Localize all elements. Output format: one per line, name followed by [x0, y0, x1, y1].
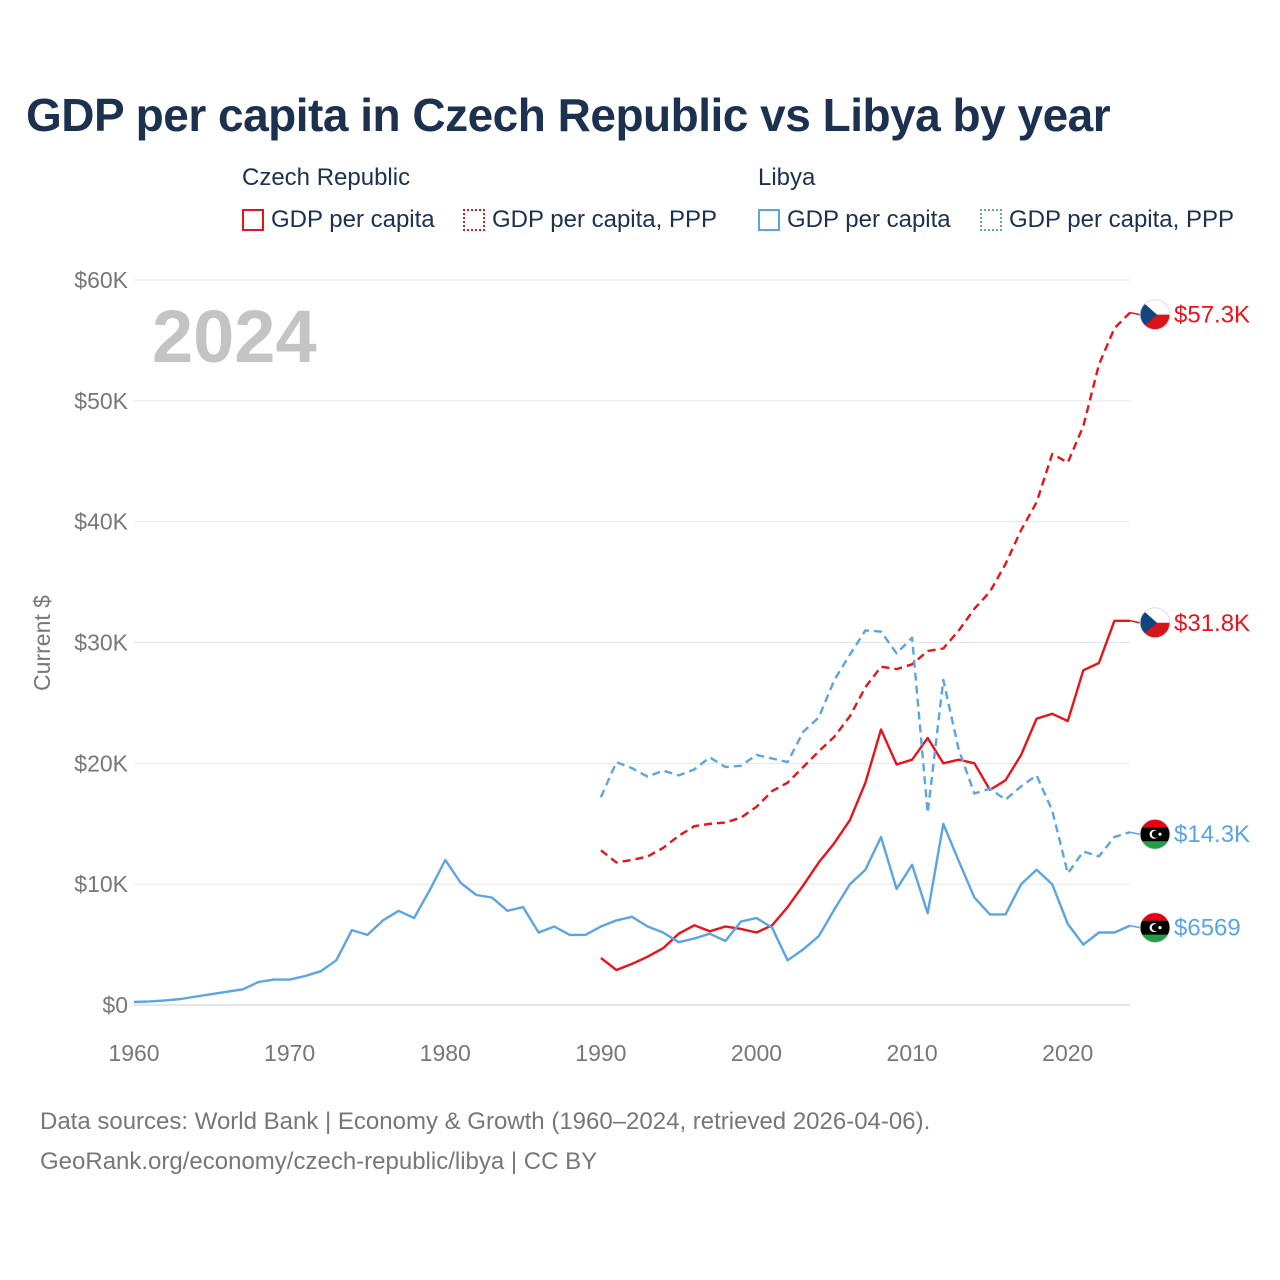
end-connector	[1129, 311, 1141, 316]
series-line-czech-gdp	[600, 619, 1130, 972]
year-label: 2024	[152, 295, 317, 378]
x-tick-label: 1980	[420, 1040, 471, 1066]
series-line-libya-gdp	[133, 822, 1131, 1004]
footer-sources: Data sources: World Bank | Economy & Gro…	[40, 1108, 931, 1135]
end-value-label: $6569	[1174, 915, 1241, 942]
legend-swatch-czech-gdp	[242, 209, 264, 231]
x-tick-label: 1970	[264, 1040, 315, 1066]
y-tick-label: $20K	[74, 750, 128, 776]
legend-label: GDP per capita, PPP	[1009, 206, 1234, 233]
footer-attribution: GeoRank.org/economy/czech-republic/libya…	[40, 1148, 598, 1175]
y-tick-label: $60K	[74, 267, 128, 293]
legend-label: GDP per capita	[271, 206, 435, 233]
legend-swatch-libya-gdp-ppp	[980, 209, 1002, 231]
libya-flag-icon	[1139, 818, 1171, 850]
legend-item-libya-gdp-ppp[interactable]: GDP per capita, PPP	[980, 205, 1234, 235]
legend-group-czech: Czech Republic	[242, 164, 411, 191]
y-axis-title: Current $	[29, 595, 55, 691]
y-tick-label: $40K	[74, 509, 128, 535]
end-connector	[1129, 831, 1141, 835]
chart-title: GDP per capita in Czech Republic vs Liby…	[26, 89, 1111, 141]
czech-flag-icon	[1139, 299, 1171, 331]
y-tick-label: $30K	[74, 630, 128, 656]
libya-flag-icon	[1139, 912, 1171, 944]
legend-swatch-czech-gdp-ppp	[463, 209, 485, 231]
x-tick-label: 1960	[108, 1040, 159, 1066]
end-value-label: $57.3K	[1174, 302, 1250, 329]
x-tick-label: 2020	[1042, 1040, 1093, 1066]
end-value-label: $31.8K	[1174, 610, 1250, 637]
legend-item-libya-gdp[interactable]: GDP per capita	[758, 205, 951, 235]
czech-flag-icon	[1139, 607, 1171, 639]
series-line-libya-ppp	[599, 629, 1131, 875]
y-tick-label: $50K	[74, 388, 128, 414]
legend-label: GDP per capita	[787, 206, 951, 233]
legend-item-czech-gdp-ppp[interactable]: GDP per capita, PPP	[463, 205, 717, 235]
y-tick-label: $0	[102, 992, 128, 1018]
y-tick-label: $10K	[74, 871, 128, 897]
legend-swatch-libya-gdp	[758, 209, 780, 231]
end-connector	[1129, 924, 1141, 929]
legend-item-czech-gdp[interactable]: GDP per capita	[242, 205, 435, 235]
end-value-label: $14.3K	[1174, 821, 1250, 848]
x-tick-label: 2000	[731, 1040, 782, 1066]
x-tick-label: 1990	[575, 1040, 626, 1066]
legend-label: GDP per capita, PPP	[492, 206, 717, 233]
legend-group-libya: Libya	[758, 164, 816, 191]
x-tick-label: 2010	[887, 1040, 938, 1066]
end-connector	[1129, 620, 1141, 624]
